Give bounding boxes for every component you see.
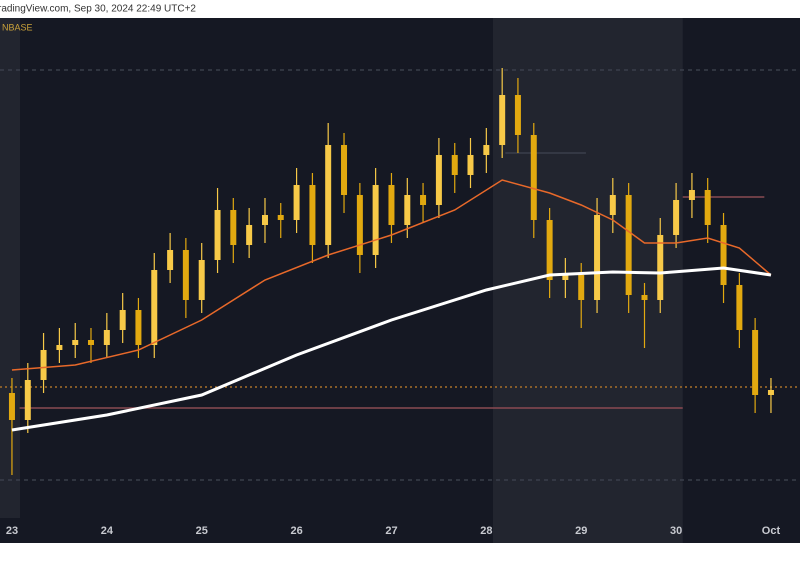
- x-tick-label: 27: [385, 525, 397, 537]
- candle-body: [752, 330, 759, 395]
- moving-average: [11, 266, 772, 432]
- candle-body: [24, 380, 31, 420]
- candle-body: [198, 260, 205, 300]
- x-tick-label: 25: [196, 525, 208, 537]
- candle-body: [499, 95, 506, 145]
- candle-body: [688, 190, 695, 200]
- candle-body: [293, 185, 300, 220]
- candle-body: [578, 275, 585, 300]
- candle-body: [625, 195, 632, 295]
- candle-body: [673, 200, 680, 235]
- candle-body: [530, 135, 537, 220]
- candle-body: [341, 145, 348, 195]
- x-tick-label: 23: [6, 525, 18, 537]
- candle-body: [388, 185, 395, 225]
- candle-body: [167, 250, 174, 270]
- x-tick-label: 28: [480, 525, 492, 537]
- candle-body: [356, 195, 363, 255]
- candle-body: [40, 350, 47, 380]
- candle-body: [72, 340, 79, 345]
- x-tick-label: Oct: [762, 525, 781, 537]
- candle-body: [641, 295, 648, 300]
- candle-body: [451, 155, 458, 175]
- header-bar: [0, 0, 800, 18]
- left-strip: [0, 18, 20, 518]
- candle-body: [261, 215, 268, 225]
- candle-body: [325, 145, 332, 245]
- candle-body: [562, 275, 569, 280]
- candle-body: [420, 195, 427, 205]
- candle-body: [657, 235, 664, 300]
- candle-body: [767, 390, 774, 395]
- candle-body: [514, 95, 521, 135]
- candle-body: [230, 210, 237, 245]
- plot-layer: 23 24 25 26 27 28 29 30 Oct: [0, 18, 800, 543]
- symbol-text: NBASE: [2, 22, 33, 32]
- source-text: radingView.com, Sep 30, 2024 22:49 UTC+2: [0, 4, 196, 15]
- candle-body: [246, 225, 253, 245]
- candle-body: [135, 310, 142, 345]
- candle-body: [704, 190, 711, 225]
- candle-body: [119, 310, 126, 330]
- candle-body: [103, 330, 110, 345]
- x-tick-label: 24: [101, 525, 114, 537]
- candle-body: [277, 215, 284, 220]
- candle-body: [56, 345, 63, 350]
- candle-body: [736, 285, 743, 330]
- candle-body: [8, 393, 15, 420]
- x-tick-label: 30: [670, 525, 682, 537]
- candle-body: [609, 195, 616, 215]
- candle-body: [546, 220, 553, 280]
- candle-body: [182, 250, 189, 300]
- candle-body: [435, 155, 442, 205]
- candle-body: [404, 195, 411, 225]
- candle-body: [214, 210, 221, 260]
- candle-body: [309, 185, 316, 245]
- candle-body: [467, 155, 474, 175]
- candle-body: [87, 340, 94, 345]
- candle-body: [151, 270, 158, 345]
- candle-body: [720, 225, 727, 285]
- candle-body: [594, 215, 601, 300]
- x-tick-label: 26: [290, 525, 302, 537]
- moving-average: [11, 179, 772, 371]
- candle-body: [483, 145, 490, 155]
- x-tick-label: 29: [575, 525, 587, 537]
- candle-body: [372, 185, 379, 255]
